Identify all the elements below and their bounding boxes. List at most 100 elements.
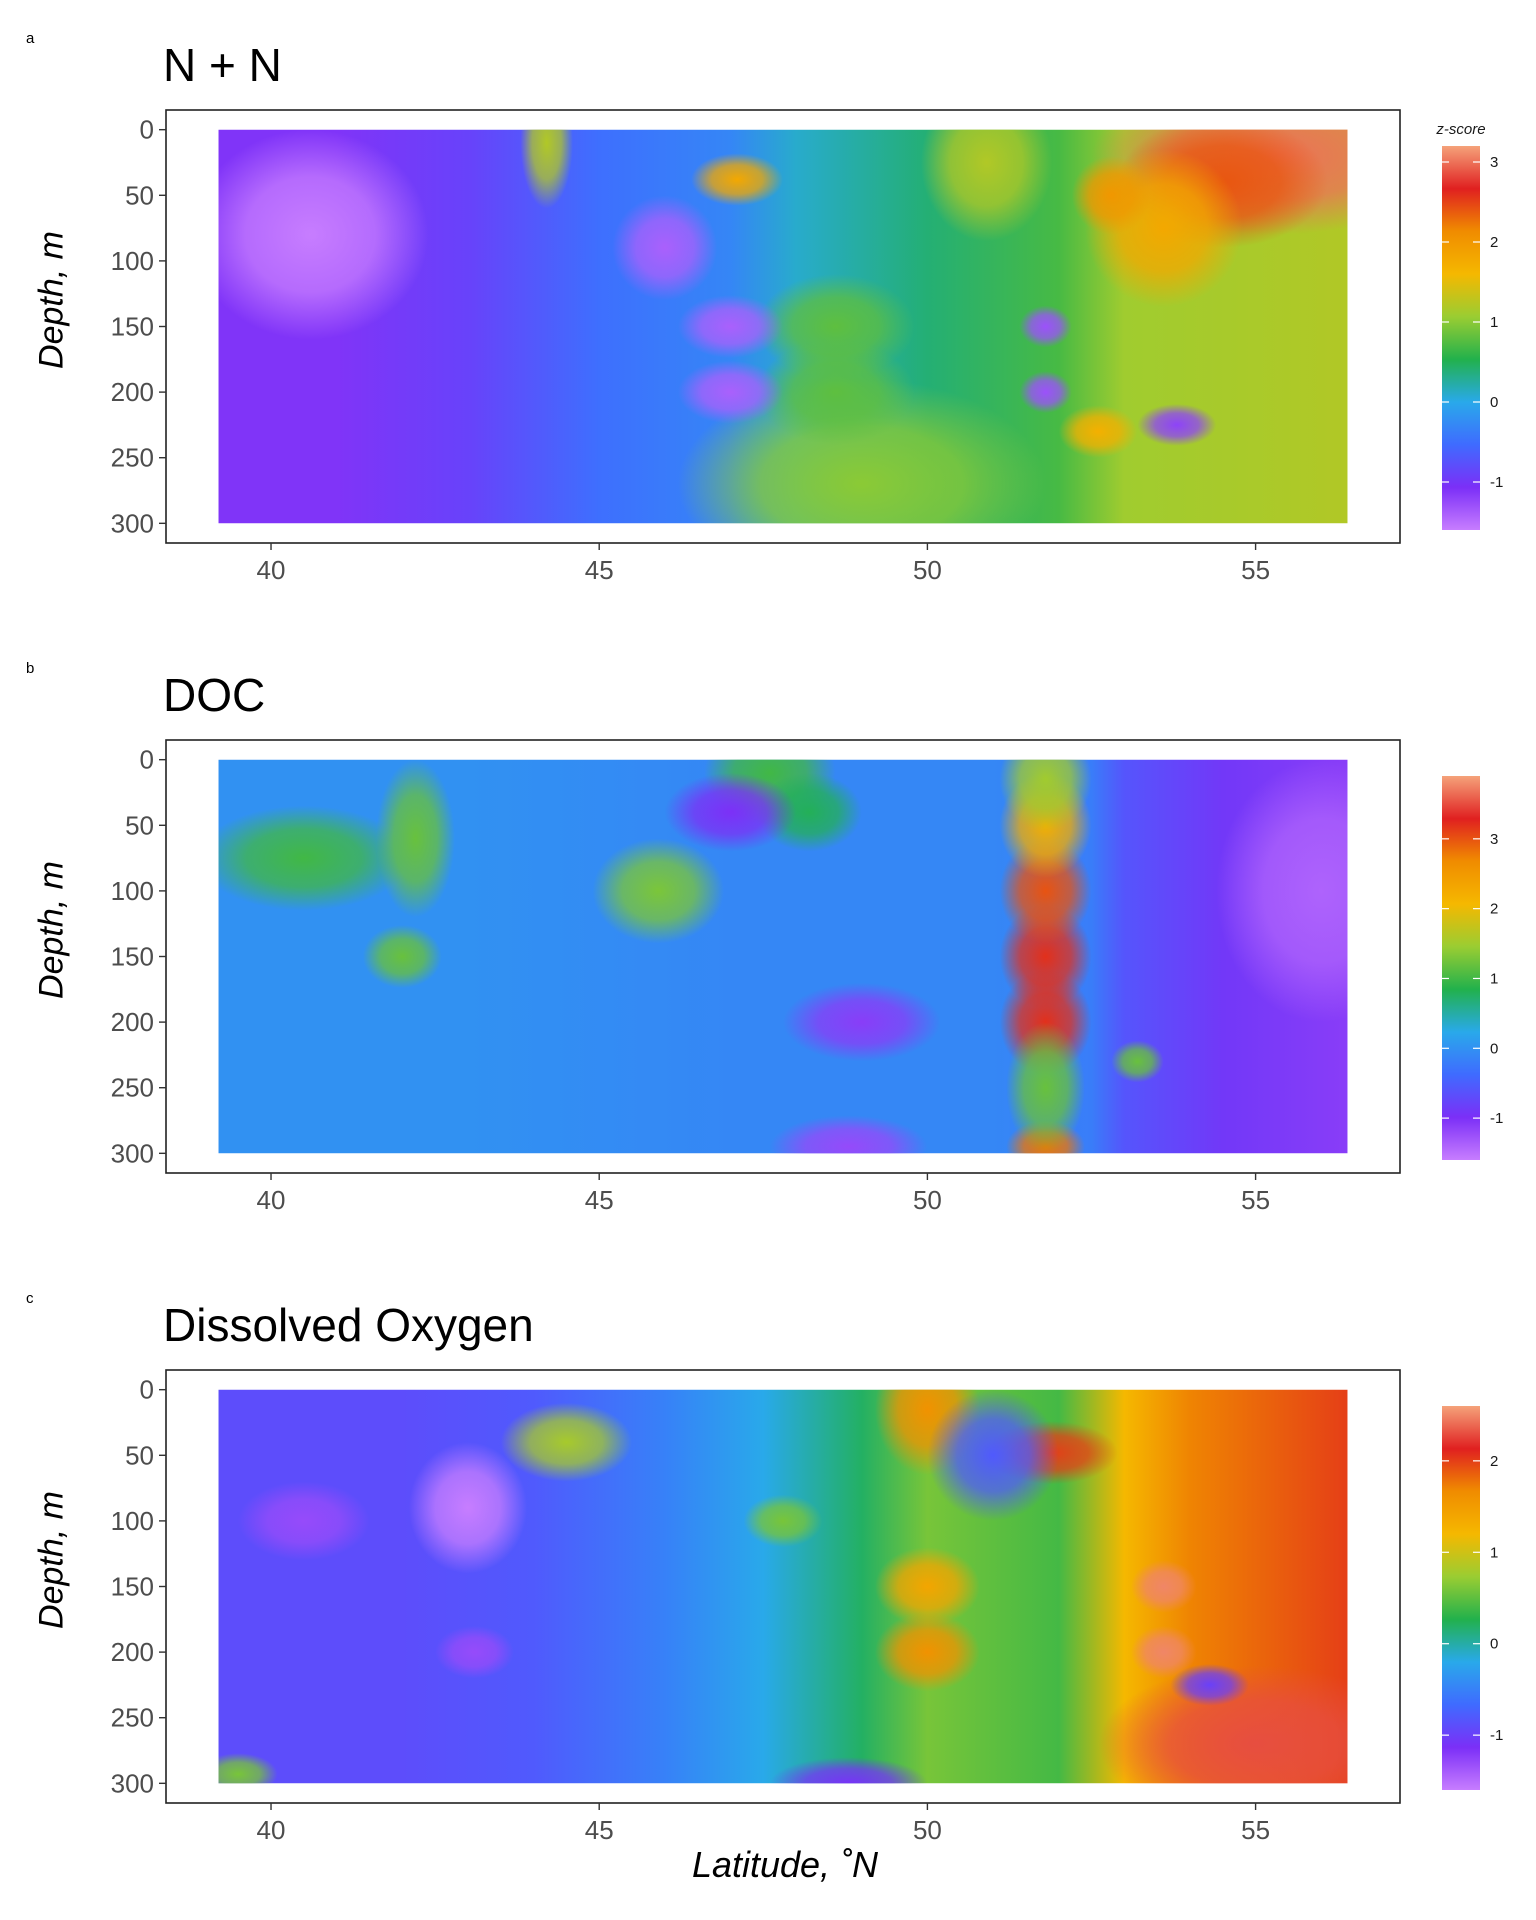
- heatmap-anomaly: [756, 339, 915, 445]
- heatmap-anomaly: [1098, 1665, 1348, 1784]
- x-tick-label: 40: [257, 1185, 286, 1215]
- x-tick-label: 40: [257, 1815, 286, 1845]
- y-tick-label: 250: [111, 1073, 154, 1103]
- x-axis-label: Latitude, ˚N: [691, 1844, 879, 1885]
- heatmap-anomaly: [743, 1494, 823, 1548]
- heatmap-plot: 0 50 100 150 200 250 300 40 45 50 55 2 1 0 -1: [111, 1369, 1503, 1845]
- heatmap-anomaly: [677, 295, 784, 358]
- x-tick-label: 50: [913, 1815, 942, 1845]
- x-tick-label: 50: [913, 555, 942, 585]
- heatmap-anomaly: [1058, 405, 1138, 458]
- heatmap-anomaly: [927, 1389, 1059, 1521]
- colorbar-tick-label: -1: [1490, 1727, 1503, 1744]
- heatmap-anomaly: [376, 759, 455, 918]
- colorbar-tick-label: -1: [1490, 1110, 1503, 1127]
- colorbar-tick-label: 0: [1490, 1636, 1498, 1653]
- y-tick-label: 300: [111, 1768, 154, 1798]
- y-tick-label: 300: [111, 1138, 154, 1168]
- heatmap-anomaly: [1137, 403, 1217, 446]
- x-tick-label: 50: [913, 1185, 942, 1215]
- heatmap-plot: 0 50 100 150 200 250 300 40 45 50 55 z-score 3 2 1 0 -1: [111, 109, 1503, 585]
- y-tick-label: 250: [111, 1703, 154, 1733]
- y-tick-label: 150: [111, 312, 154, 342]
- y-tick-label: 200: [111, 1637, 154, 1667]
- colorbar-tick-label: 2: [1490, 234, 1498, 251]
- heatmap-anomaly: [435, 1625, 514, 1679]
- colorbar-tick-label: 1: [1490, 1544, 1498, 1561]
- heatmap-anomaly: [218, 129, 429, 340]
- panel-title: Dissolved Oxygen: [163, 1299, 534, 1351]
- heatmap-plot: 0 50 100 150 200 250 300 40 45 50 55 3 2 1 0 -1: [111, 739, 1503, 1215]
- heatmap-anomaly: [218, 1753, 278, 1784]
- heatmap-anomaly: [783, 982, 941, 1062]
- x-tick-label: 55: [1241, 555, 1270, 585]
- x-tick-label: 55: [1241, 1815, 1270, 1845]
- heatmap-anomaly: [238, 1481, 370, 1561]
- heatmap-anomaly: [520, 129, 573, 209]
- panel-title: DOC: [163, 669, 266, 721]
- heatmap-anomaly: [874, 1612, 980, 1692]
- colorbar-tick-label: -1: [1490, 474, 1503, 491]
- panel-dissolved-oxygen: c Dissolved Oxygen Depth, m 0 50 100 150 200…: [0, 1260, 1536, 1880]
- heatmap-field: [218, 129, 1348, 524]
- colorbar-tick-label: 0: [1490, 1040, 1498, 1057]
- heatmap-anomaly: [612, 195, 718, 301]
- heatmap-anomaly: [677, 360, 784, 424]
- x-tick-label: 40: [257, 555, 286, 585]
- colorbar-tick-label: 1: [1490, 314, 1498, 331]
- heatmap-anomaly: [218, 805, 409, 911]
- heatmap-anomaly: [1111, 1040, 1164, 1083]
- colorbar-tick-label: 1: [1490, 970, 1498, 987]
- y-tick-label: 250: [111, 443, 154, 473]
- heatmap-anomaly: [1019, 305, 1072, 348]
- heatmap-anomaly: [1019, 371, 1072, 414]
- y-tick-label: 50: [125, 180, 154, 210]
- y-tick-label: 0: [140, 745, 154, 775]
- y-tick-label: 100: [111, 876, 154, 906]
- panel-letter: a: [26, 30, 35, 47]
- colorbar-tick-label: 2: [1490, 1453, 1498, 1470]
- heatmap-anomaly: [769, 1115, 928, 1154]
- colorbar-tick-label: 2: [1490, 901, 1498, 918]
- colorbar-tick-label: 3: [1490, 154, 1498, 171]
- x-tick-label: 45: [585, 1815, 614, 1845]
- heatmap-anomaly: [1130, 1560, 1197, 1613]
- panel-title: N + N: [163, 39, 282, 91]
- panel-letter: b: [26, 660, 35, 677]
- panel-letter: c: [26, 1290, 34, 1307]
- heatmap-anomaly: [1216, 759, 1348, 1023]
- y-tick-label: 200: [111, 1007, 154, 1037]
- y-tick-label: 50: [125, 810, 154, 840]
- y-tick-label: 300: [111, 508, 154, 538]
- heatmap-anomaly: [999, 759, 1092, 832]
- heatmap-anomaly: [920, 129, 1053, 242]
- heatmap-anomaly: [592, 838, 724, 944]
- heatmap-anomaly: [1130, 1625, 1197, 1679]
- heatmap-anomaly: [408, 1442, 528, 1574]
- colorbar: [1442, 1406, 1480, 1790]
- heatmap-anomaly: [664, 772, 797, 852]
- heatmap-anomaly: [874, 1547, 980, 1626]
- heatmap-anomaly: [691, 153, 783, 206]
- y-tick-label: 150: [111, 942, 154, 972]
- heatmap-anomaly: [362, 925, 442, 988]
- heatmap-anomaly: [1006, 1022, 1085, 1154]
- colorbar-tick-label: 3: [1490, 831, 1498, 848]
- x-tick-label: 45: [585, 1185, 614, 1215]
- y-tick-label: 100: [111, 1506, 154, 1536]
- y-tick-label: 200: [111, 377, 154, 407]
- heatmap-field: [218, 759, 1348, 1154]
- heatmap-anomaly: [1071, 155, 1151, 235]
- heatmap-anomaly: [769, 1757, 928, 1784]
- colorbar: [1442, 776, 1480, 1160]
- x-tick-label: 45: [585, 555, 614, 585]
- y-tick-label: 50: [125, 1440, 154, 1470]
- panel-doc: b DOC Depth, m 0 50 100 150 200 250 300 40 45 50 5…: [0, 630, 1536, 1250]
- y-tick-label: 0: [140, 1375, 154, 1405]
- heatmap-anomaly: [500, 1402, 633, 1482]
- colorbar-tick-label: 0: [1490, 394, 1498, 411]
- colorbar-title: z-score: [1435, 121, 1485, 138]
- panel-n-plus-n: a N + N Depth, m 0 50 100 150 200 250 300 40 45 5…: [0, 0, 1536, 620]
- y-tick-label: 150: [111, 1572, 154, 1602]
- colorbar: [1442, 146, 1480, 530]
